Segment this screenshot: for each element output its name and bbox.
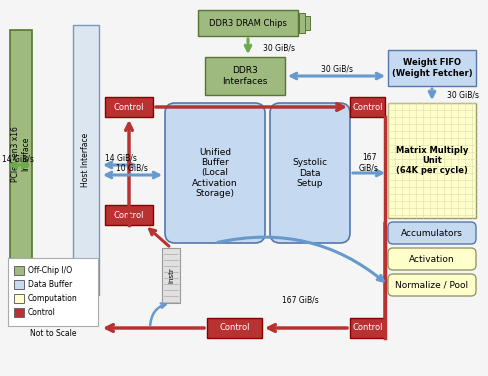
FancyBboxPatch shape xyxy=(105,205,153,225)
FancyBboxPatch shape xyxy=(198,10,297,36)
Text: Control: Control xyxy=(114,103,144,112)
Text: 14 GiB/s: 14 GiB/s xyxy=(105,153,137,162)
FancyBboxPatch shape xyxy=(349,318,384,338)
FancyBboxPatch shape xyxy=(387,248,475,270)
Text: 167
GiB/s: 167 GiB/s xyxy=(358,153,378,173)
Text: Control: Control xyxy=(351,103,382,112)
Text: 10 GiB/s: 10 GiB/s xyxy=(116,164,148,173)
Text: Instr: Instr xyxy=(168,268,174,284)
Text: Host Interface: Host Interface xyxy=(81,133,90,187)
Text: 14 GiB/s: 14 GiB/s xyxy=(2,155,34,164)
Text: Control: Control xyxy=(28,308,56,317)
FancyBboxPatch shape xyxy=(387,222,475,244)
FancyBboxPatch shape xyxy=(387,50,475,86)
FancyBboxPatch shape xyxy=(204,57,285,95)
Text: Unified
Buffer
(Local
Activation
Storage): Unified Buffer (Local Activation Storage… xyxy=(192,148,237,198)
FancyBboxPatch shape xyxy=(73,25,99,295)
FancyBboxPatch shape xyxy=(305,16,309,30)
FancyBboxPatch shape xyxy=(387,274,475,296)
Text: 167 GiB/s: 167 GiB/s xyxy=(281,296,318,305)
Text: Data Buffer: Data Buffer xyxy=(28,280,72,289)
FancyBboxPatch shape xyxy=(10,30,32,278)
FancyBboxPatch shape xyxy=(387,103,475,218)
Text: Computation: Computation xyxy=(28,294,78,303)
Text: Normalize / Pool: Normalize / Pool xyxy=(395,280,468,290)
Text: Control: Control xyxy=(351,323,382,332)
Text: 30 GiB/s: 30 GiB/s xyxy=(446,91,478,100)
Text: Systolic
Data
Setup: Systolic Data Setup xyxy=(292,158,327,188)
Text: Off-Chip I/O: Off-Chip I/O xyxy=(28,266,72,275)
Text: Not to Scale: Not to Scale xyxy=(30,329,76,338)
Text: 30 GiB/s: 30 GiB/s xyxy=(263,44,294,53)
Text: Matrix Multiply
Unit
(64K per cycle): Matrix Multiply Unit (64K per cycle) xyxy=(395,146,467,175)
Text: DDR3 DRAM Chips: DDR3 DRAM Chips xyxy=(209,18,286,27)
FancyBboxPatch shape xyxy=(162,248,180,303)
FancyBboxPatch shape xyxy=(298,13,305,33)
Text: Weight FIFO
(Weight Fetcher): Weight FIFO (Weight Fetcher) xyxy=(391,58,471,78)
FancyBboxPatch shape xyxy=(14,308,24,317)
Text: 30 GiB/s: 30 GiB/s xyxy=(320,65,352,73)
FancyBboxPatch shape xyxy=(269,103,349,243)
Text: Activation: Activation xyxy=(408,255,454,264)
FancyBboxPatch shape xyxy=(14,266,24,275)
FancyBboxPatch shape xyxy=(206,318,262,338)
Text: DDR3
Interfaces: DDR3 Interfaces xyxy=(222,66,267,86)
FancyBboxPatch shape xyxy=(14,294,24,303)
FancyBboxPatch shape xyxy=(105,97,153,117)
Text: Control: Control xyxy=(219,323,249,332)
Text: PCIe Gen3 x16
Interface: PCIe Gen3 x16 Interface xyxy=(11,126,31,182)
FancyBboxPatch shape xyxy=(164,103,264,243)
FancyBboxPatch shape xyxy=(349,97,384,117)
Text: Accumulators: Accumulators xyxy=(400,229,462,238)
FancyBboxPatch shape xyxy=(14,280,24,289)
Text: Control: Control xyxy=(114,211,144,220)
FancyBboxPatch shape xyxy=(8,258,98,326)
